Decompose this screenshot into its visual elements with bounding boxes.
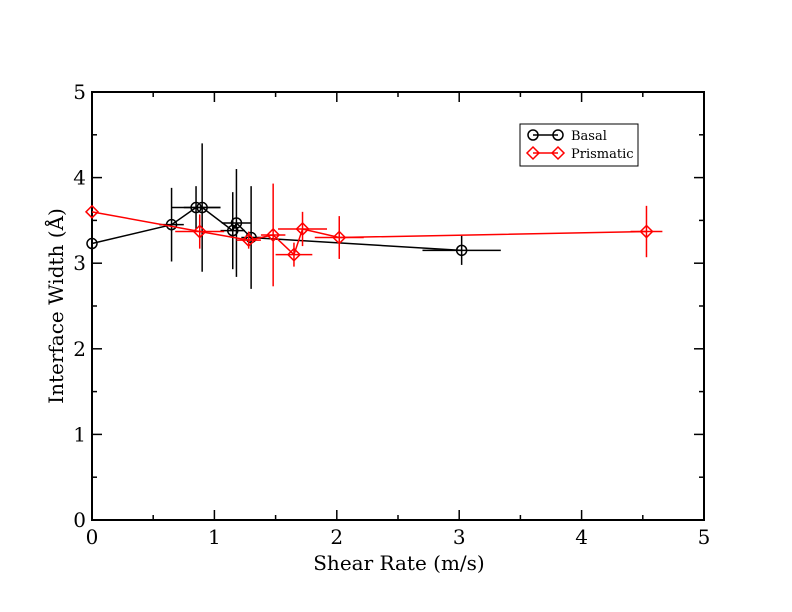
- y-tick-label: 0: [73, 508, 86, 532]
- x-tick-label: 3: [453, 525, 466, 549]
- y-tick-label: 5: [73, 80, 86, 104]
- data-point: [639, 224, 654, 239]
- data-point: [266, 227, 281, 243]
- legend-marker: [550, 145, 566, 161]
- legend-entry-basal: Basal: [527, 129, 607, 144]
- data-point: [286, 247, 302, 262]
- series-prismatic: [84, 183, 663, 287]
- y-tick-label: 1: [73, 422, 86, 446]
- data-point: [295, 221, 310, 237]
- legend-label: Prismatic: [571, 147, 634, 162]
- legend-label: Basal: [571, 129, 607, 144]
- tick-labels: 0 1 2 3 4 5 0 1 2 3 4 5: [73, 80, 710, 549]
- y-tick-label: 4: [73, 166, 86, 190]
- y-tick-label: 2: [73, 337, 86, 361]
- y-tick-label: 3: [73, 251, 86, 275]
- data-point: [196, 201, 208, 214]
- x-tick-label: 2: [330, 525, 343, 549]
- legend: Basal Prismatic: [519, 123, 639, 167]
- x-tick-label: 5: [698, 525, 711, 549]
- data-point: [190, 201, 202, 214]
- data-point: [165, 218, 178, 231]
- data-point: [230, 217, 243, 229]
- data-point: [241, 233, 256, 248]
- x-axis-label: Shear Rate (m/s): [313, 551, 485, 575]
- axis-ticks: [91, 91, 705, 521]
- x-tick-label: 0: [86, 525, 99, 549]
- series-line: [91, 206, 462, 252]
- x-tick-label: 1: [208, 525, 221, 549]
- legend-marker: [552, 129, 564, 141]
- data-point: [84, 204, 100, 219]
- data-point: [332, 230, 347, 245]
- legend-entry-prismatic: Prismatic: [525, 145, 634, 162]
- series-layer: [84, 143, 663, 289]
- series-basal: [86, 143, 501, 289]
- legend-marker: [527, 129, 539, 141]
- legend-box: [519, 123, 639, 167]
- y-axis-label: Interface Width (Å): [43, 208, 68, 404]
- data-point: [192, 224, 207, 239]
- legend-marker: [525, 145, 541, 161]
- series-line: [91, 211, 647, 256]
- data-point: [86, 237, 98, 250]
- x-tick-label: 4: [575, 525, 588, 549]
- data-point: [455, 244, 468, 257]
